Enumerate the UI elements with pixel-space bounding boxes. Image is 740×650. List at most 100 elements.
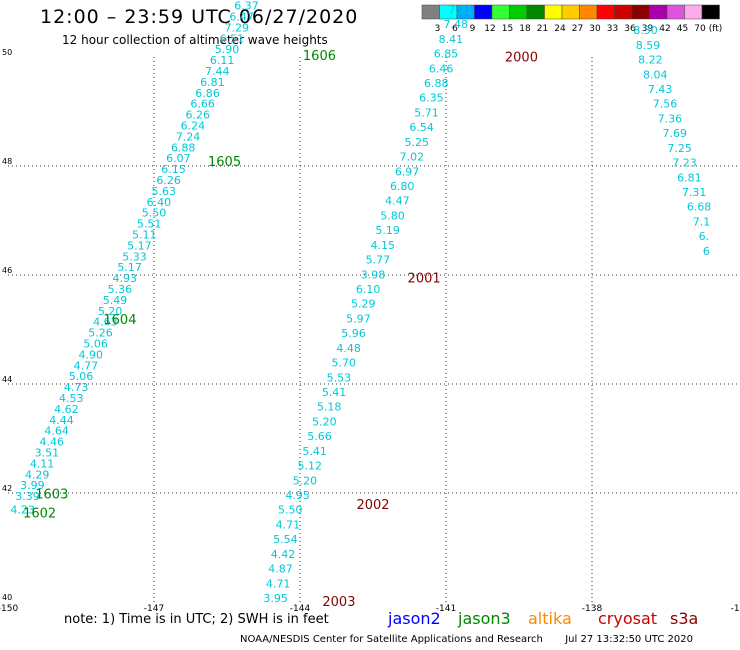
wave-height-value: 5.17: [117, 261, 142, 274]
legend-swatch: [631, 4, 650, 20]
note-text: note: 1) Time is in UTC; 2) SWH is in fe…: [64, 612, 329, 627]
wave-height-value: 5.18: [317, 401, 342, 414]
wave-height-value: 5.11: [132, 228, 157, 241]
legend-bin-label: 9: [470, 24, 476, 34]
legend-bin-label: 39: [642, 24, 654, 34]
wave-height-value: 4.62: [54, 403, 79, 416]
footer-source: NOAA/NESDIS Center for Satellite Applica…: [240, 634, 543, 645]
wave-height-value: 5.06: [69, 370, 94, 383]
wave-height-value: 6.36: [239, 0, 264, 2]
wave-height-value: 4.15: [370, 239, 395, 252]
wave-height-value: 4.93: [113, 272, 138, 285]
wave-height-value: 7.29: [224, 21, 249, 34]
wave-height-value: 5.26: [88, 327, 113, 340]
wave-height-value: 7.31: [682, 186, 707, 199]
wave-height-value: 6.: [699, 230, 710, 243]
wave-height-value: 4.42: [271, 548, 296, 561]
wave-height-value: 5.19: [375, 224, 400, 237]
wave-height-value: 5.51: [137, 218, 162, 231]
wave-height-value: 6.40: [147, 196, 172, 209]
wave-height-value: 7.43: [648, 83, 673, 96]
wave-height-value: 7.1: [693, 215, 711, 228]
y-tick-label: 48: [2, 157, 12, 166]
wave-height-value: 8.04: [643, 68, 668, 81]
wave-height-value: 5.33: [122, 250, 147, 263]
wave-height-value: 5.80: [380, 209, 405, 222]
wave-height-value: 6.47: [229, 10, 254, 23]
wave-height-value: 6.88: [424, 77, 449, 90]
legend-bin-label: 15: [502, 24, 513, 34]
pass-time-label: 1604: [103, 313, 136, 328]
wave-height-value: 6.10: [356, 283, 381, 296]
wave-height-value: 5.77: [366, 254, 391, 267]
satellite-s3a: s3a: [670, 609, 699, 628]
wave-height-value: 6.88: [171, 141, 196, 154]
legend-swatch: [579, 4, 598, 20]
wave-height-value: 6.80: [390, 180, 415, 193]
legend-bin-label: 3: [435, 24, 441, 34]
wave-height-value: 8.59: [636, 39, 661, 52]
wave-height-value: 4.87: [268, 563, 293, 576]
wave-height-value: 4.48: [336, 342, 361, 355]
wave-height-value: 5.50: [142, 207, 167, 220]
pass-time-label: 2000: [505, 51, 538, 66]
wave-height-value: 6.26: [186, 109, 211, 122]
legend-swatch: [701, 4, 720, 20]
legend-bin-label: 12: [484, 24, 495, 34]
wave-height-value: 4.77: [74, 359, 99, 372]
legend-swatch: [526, 4, 545, 20]
wave-height-value: 6.24: [181, 119, 206, 132]
x-tick-label: -141: [436, 604, 456, 614]
legend-bin-label: 30: [589, 24, 601, 34]
y-tick-label: 42: [2, 484, 12, 493]
wave-height-value: 6: [703, 245, 710, 258]
legend-swatch: [474, 4, 493, 20]
x-tick-label: -138: [582, 604, 603, 614]
wave-height-value: 5.41: [322, 386, 347, 399]
legend-bin-label: 6: [452, 24, 458, 34]
wave-height-value: 4.47: [385, 195, 410, 208]
legend-bin-label: 42: [659, 24, 670, 34]
legend-swatch: [421, 4, 440, 20]
wave-height-value: 4.73: [64, 381, 89, 394]
wave-height-value: 4.44: [49, 414, 74, 427]
wave-height-value: 5.54: [273, 533, 298, 546]
x-tick-label: -13: [731, 604, 740, 614]
wave-height-value: 4.63: [93, 316, 118, 329]
wave-height-value: 6.15: [161, 163, 186, 176]
wave-height-value: 6.81: [200, 76, 225, 89]
wave-height-value: 5.29: [351, 298, 376, 311]
wave-height-value: 5.17: [127, 239, 152, 252]
legend-swatch: [596, 4, 615, 20]
wave-height-value: 3.98: [361, 268, 386, 281]
wave-height-value: 5.70: [332, 357, 357, 370]
wave-height-value: 7.24: [176, 130, 201, 143]
wave-height-value: 8.22: [638, 54, 663, 67]
legend-bin-label: 45: [677, 24, 688, 34]
wave-height-value: 3.99: [20, 479, 45, 492]
chart-subtitle: 12 hour collection of altimeter wave hei…: [62, 33, 328, 47]
satellite-altika: altika: [528, 609, 572, 628]
chart-title: 12:00 – 23:59 UTC 06/27/2020: [40, 6, 359, 28]
legend-bin-label: 33: [607, 24, 618, 34]
wave-height-value: 6.86: [195, 87, 220, 100]
y-tick-label: 46: [2, 266, 12, 275]
y-tick-label: 50: [2, 48, 12, 57]
wave-height-value: 5.96: [341, 327, 366, 340]
pass-time-label: 1603: [35, 488, 68, 503]
wave-height-value: 6.37: [234, 0, 259, 13]
wave-height-value: 5.50: [278, 504, 303, 517]
wave-height-value: 7.25: [667, 142, 692, 155]
pass-time-label: 2003: [322, 595, 355, 610]
wave-height-value: 4.90: [78, 348, 103, 361]
wave-height-value: 7.74: [453, 0, 478, 2]
wave-height-value: 5.90: [215, 43, 240, 56]
wave-height-value: 3.95: [263, 592, 288, 605]
wave-height-value: 5.20: [293, 474, 318, 487]
wave-height-value: 7.21: [448, 3, 473, 16]
wave-height-value: 7.23: [672, 157, 697, 170]
legend-swatch: [561, 4, 580, 20]
legend-bin-label: 18: [519, 24, 531, 34]
legend-swatch: [544, 4, 563, 20]
